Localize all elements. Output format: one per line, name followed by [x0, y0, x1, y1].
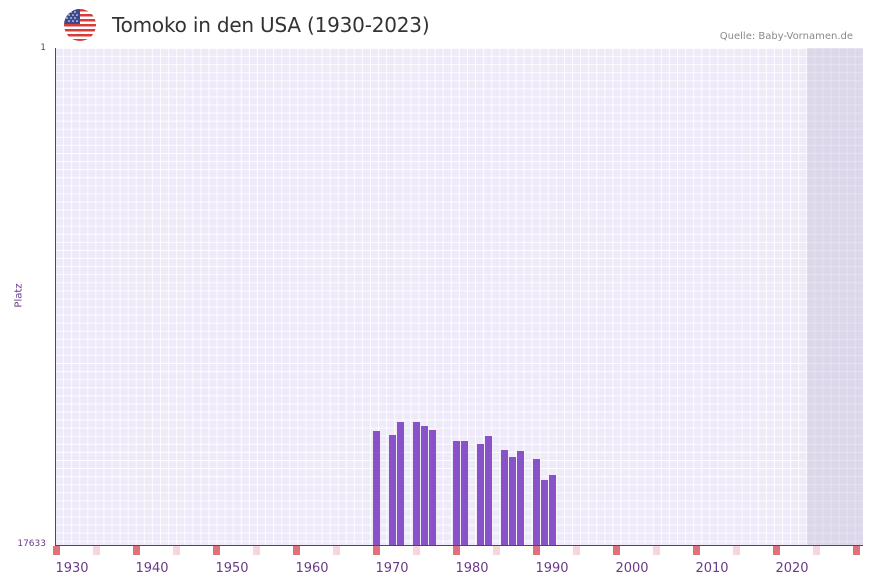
- xtick-label: 1930: [55, 561, 89, 576]
- xtick-label: 2000: [615, 561, 649, 576]
- bar-1989[interactable]: [540, 480, 548, 545]
- bar-1968[interactable]: [372, 431, 380, 545]
- year-marker: [452, 546, 460, 555]
- x-axis: [55, 545, 863, 546]
- xtick-label: 1950: [215, 561, 249, 576]
- year-marker: [612, 546, 620, 555]
- ytick-top: 1: [40, 43, 46, 53]
- ytick-bottom: 17633: [17, 539, 46, 549]
- year-marker: [372, 546, 380, 555]
- xtick-label: 1990: [535, 561, 569, 576]
- xtick-label: 2020: [775, 561, 809, 576]
- year-marker: [292, 546, 300, 555]
- year-marker: [532, 546, 540, 555]
- bar-1974[interactable]: [420, 425, 428, 545]
- year-marker: [252, 546, 260, 555]
- us-flag-icon: [64, 9, 96, 41]
- year-marker: [852, 546, 860, 555]
- year-marker: [812, 546, 820, 555]
- year-marker: [732, 546, 740, 555]
- bar-1979[interactable]: [460, 440, 468, 545]
- source-label: Quelle: Baby-Vornamen.de: [719, 31, 853, 42]
- year-marker: [52, 546, 60, 555]
- bar-1981[interactable]: [476, 444, 484, 545]
- year-marker: [772, 546, 780, 555]
- chart-title: Tomoko in den USA (1930-2023): [112, 13, 430, 37]
- bar-1975[interactable]: [428, 429, 436, 545]
- xtick-label: 1940: [135, 561, 169, 576]
- year-marker: [492, 546, 500, 555]
- y-axis-label: Platz: [13, 283, 25, 308]
- bar-1990[interactable]: [548, 475, 556, 545]
- bar-1978[interactable]: [452, 440, 460, 545]
- y-axis: [55, 48, 56, 546]
- year-marker: [172, 546, 180, 555]
- bar-1982[interactable]: [484, 436, 492, 545]
- xtick-label: 1980: [455, 561, 489, 576]
- year-marker: [212, 546, 220, 555]
- year-marker: [572, 546, 580, 555]
- bar-1988[interactable]: [532, 458, 540, 545]
- year-marker: [652, 546, 660, 555]
- xtick-label: 1970: [375, 561, 409, 576]
- bar-1973[interactable]: [412, 422, 420, 545]
- bar-1970[interactable]: [388, 434, 396, 545]
- xtick-label: 1960: [295, 561, 329, 576]
- bar-1986[interactable]: [516, 451, 524, 545]
- plot-area: [55, 48, 863, 545]
- future-region: [807, 48, 863, 545]
- bar-1971[interactable]: [396, 422, 404, 545]
- year-marker: [132, 546, 140, 555]
- year-marker: [92, 546, 100, 555]
- year-marker: [332, 546, 340, 555]
- year-marker: [692, 546, 700, 555]
- bar-1985[interactable]: [508, 456, 516, 545]
- bar-1984[interactable]: [500, 449, 508, 545]
- year-marker: [412, 546, 420, 555]
- xtick-label: 2010: [695, 561, 729, 576]
